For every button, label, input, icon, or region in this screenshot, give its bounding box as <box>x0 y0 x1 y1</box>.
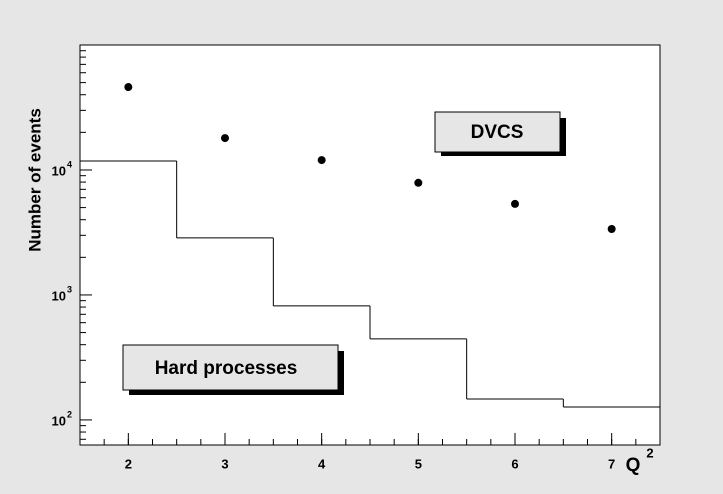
data-point <box>511 199 519 208</box>
data-point <box>607 225 616 234</box>
y-tick-label: 10 <box>52 163 66 178</box>
y-tick-exponent: 2 <box>67 409 72 419</box>
x-tick-label: 3 <box>221 456 228 471</box>
y-tick-label: 10 <box>52 288 66 303</box>
annotation: Hard processes <box>155 358 298 379</box>
y-axis-title: Number of events <box>25 108 44 252</box>
y-tick-exponent: 3 <box>67 284 72 294</box>
data-point <box>317 156 326 165</box>
annotation: DVCS <box>471 122 524 143</box>
annotation-box <box>434 111 561 153</box>
x-tick-label: 2 <box>125 456 132 471</box>
x-tick-label: 6 <box>511 456 518 471</box>
x-tick-label: 4 <box>318 456 326 471</box>
y-tick-exponent: 4 <box>67 159 72 169</box>
data-point <box>221 134 229 143</box>
x-tick-label: 7 <box>608 456 615 471</box>
x-tick-label: 5 <box>415 456 422 471</box>
data-point <box>414 178 423 187</box>
y-tick-label: 10 <box>52 413 66 428</box>
x-axis-title: Q <box>626 455 641 476</box>
data-point <box>124 83 133 92</box>
annotation-box <box>122 344 339 391</box>
x-axis-title-sup: 2 <box>646 445 653 460</box>
